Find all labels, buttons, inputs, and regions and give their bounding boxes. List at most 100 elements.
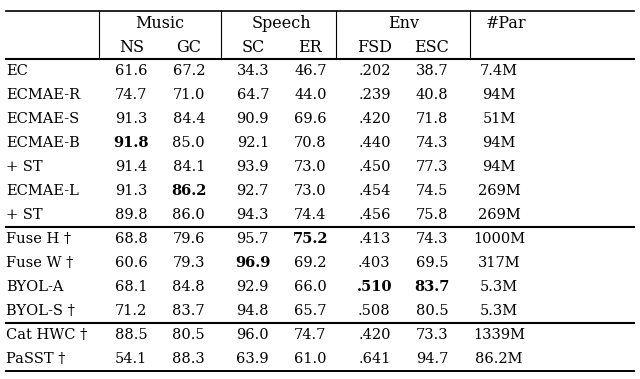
Text: 88.5: 88.5 — [115, 329, 147, 342]
Text: 74.5: 74.5 — [416, 185, 448, 198]
Text: 86.0: 86.0 — [172, 208, 205, 222]
Text: BYOL-S †: BYOL-S † — [6, 304, 76, 318]
Text: 75.2: 75.2 — [292, 232, 328, 246]
Text: 5.3M: 5.3M — [480, 280, 518, 294]
Text: 66.0: 66.0 — [294, 280, 327, 294]
Text: 94M: 94M — [483, 88, 516, 102]
Text: GC: GC — [176, 39, 202, 56]
Text: ECMAE-S: ECMAE-S — [6, 113, 79, 126]
Text: .508: .508 — [358, 304, 390, 318]
Text: 68.1: 68.1 — [115, 280, 147, 294]
Text: 84.1: 84.1 — [173, 160, 205, 174]
Text: 69.6: 69.6 — [294, 113, 326, 126]
Text: BYOL-A: BYOL-A — [6, 280, 64, 294]
Text: 92.7: 92.7 — [237, 185, 269, 198]
Text: 91.3: 91.3 — [115, 185, 147, 198]
Text: 74.7: 74.7 — [294, 329, 326, 342]
Text: 92.1: 92.1 — [237, 136, 269, 150]
Text: 80.5: 80.5 — [173, 329, 205, 342]
Text: .239: .239 — [358, 88, 390, 102]
Text: 86.2: 86.2 — [171, 185, 207, 198]
Text: 94M: 94M — [483, 160, 516, 174]
Text: 74.7: 74.7 — [115, 88, 147, 102]
Text: 7.4M: 7.4M — [480, 64, 518, 78]
Text: .450: .450 — [358, 160, 390, 174]
Text: 74.3: 74.3 — [416, 232, 448, 246]
Text: 51M: 51M — [483, 113, 516, 126]
Text: 93.9: 93.9 — [237, 160, 269, 174]
Text: 1339M: 1339M — [473, 329, 525, 342]
Text: 79.6: 79.6 — [173, 232, 205, 246]
Text: SC: SC — [241, 39, 264, 56]
Text: 71.8: 71.8 — [416, 113, 448, 126]
Text: 73.0: 73.0 — [294, 185, 326, 198]
Text: 91.4: 91.4 — [115, 160, 147, 174]
Text: ECMAE-B: ECMAE-B — [6, 136, 80, 150]
Text: .454: .454 — [358, 185, 390, 198]
Text: 90.9: 90.9 — [237, 113, 269, 126]
Text: 83.7: 83.7 — [173, 304, 205, 318]
Text: 269M: 269M — [478, 208, 520, 222]
Text: 60.6: 60.6 — [115, 257, 148, 270]
Text: 64.7: 64.7 — [237, 88, 269, 102]
Text: 71.2: 71.2 — [115, 304, 147, 318]
Text: EC: EC — [6, 64, 28, 78]
Text: 91.8: 91.8 — [113, 136, 149, 150]
Text: 70.8: 70.8 — [294, 136, 326, 150]
Text: 86.2M: 86.2M — [476, 352, 523, 366]
Text: 74.3: 74.3 — [416, 136, 448, 150]
Text: 63.9: 63.9 — [237, 352, 269, 366]
Text: PaSST †: PaSST † — [6, 352, 66, 366]
Text: 92.9: 92.9 — [237, 280, 269, 294]
Text: ESC: ESC — [415, 39, 449, 56]
Text: 89.8: 89.8 — [115, 208, 147, 222]
Text: 94.7: 94.7 — [416, 352, 448, 366]
Text: .440: .440 — [358, 136, 390, 150]
Text: 73.0: 73.0 — [294, 160, 326, 174]
Text: NS: NS — [118, 39, 144, 56]
Text: 94.8: 94.8 — [237, 304, 269, 318]
Text: 68.8: 68.8 — [115, 232, 148, 246]
Text: .403: .403 — [358, 257, 390, 270]
Text: 61.6: 61.6 — [115, 64, 147, 78]
Text: + ST: + ST — [6, 208, 43, 222]
Text: 69.2: 69.2 — [294, 257, 326, 270]
Text: 77.3: 77.3 — [416, 160, 448, 174]
Text: 85.0: 85.0 — [173, 136, 205, 150]
Text: Env: Env — [388, 15, 419, 32]
Text: ER: ER — [298, 39, 323, 56]
Text: .202: .202 — [358, 64, 390, 78]
Text: 94M: 94M — [483, 136, 516, 150]
Text: 84.8: 84.8 — [173, 280, 205, 294]
Text: .413: .413 — [358, 232, 390, 246]
Text: 269M: 269M — [478, 185, 520, 198]
Text: 94.3: 94.3 — [237, 208, 269, 222]
Text: .420: .420 — [358, 113, 390, 126]
Text: 91.3: 91.3 — [115, 113, 147, 126]
Text: 65.7: 65.7 — [294, 304, 326, 318]
Text: 74.4: 74.4 — [294, 208, 326, 222]
Text: FSD: FSD — [357, 39, 392, 56]
Text: Speech: Speech — [252, 15, 312, 32]
Text: 40.8: 40.8 — [416, 88, 448, 102]
Text: .641: .641 — [358, 352, 390, 366]
Text: 5.3M: 5.3M — [480, 304, 518, 318]
Text: 46.7: 46.7 — [294, 64, 326, 78]
Text: Music: Music — [136, 15, 184, 32]
Text: 67.2: 67.2 — [173, 64, 205, 78]
Text: 95.7: 95.7 — [237, 232, 269, 246]
Text: 96.0: 96.0 — [237, 329, 269, 342]
Text: 61.0: 61.0 — [294, 352, 326, 366]
Text: .456: .456 — [358, 208, 390, 222]
Text: 44.0: 44.0 — [294, 88, 326, 102]
Text: 79.3: 79.3 — [173, 257, 205, 270]
Text: 34.3: 34.3 — [237, 64, 269, 78]
Text: Fuse H †: Fuse H † — [6, 232, 72, 246]
Text: + ST: + ST — [6, 160, 43, 174]
Text: .510: .510 — [356, 280, 392, 294]
Text: 54.1: 54.1 — [115, 352, 147, 366]
Text: ECMAE-L: ECMAE-L — [6, 185, 79, 198]
Text: Fuse W †: Fuse W † — [6, 257, 74, 270]
Text: 84.4: 84.4 — [173, 113, 205, 126]
Text: 1000M: 1000M — [473, 232, 525, 246]
